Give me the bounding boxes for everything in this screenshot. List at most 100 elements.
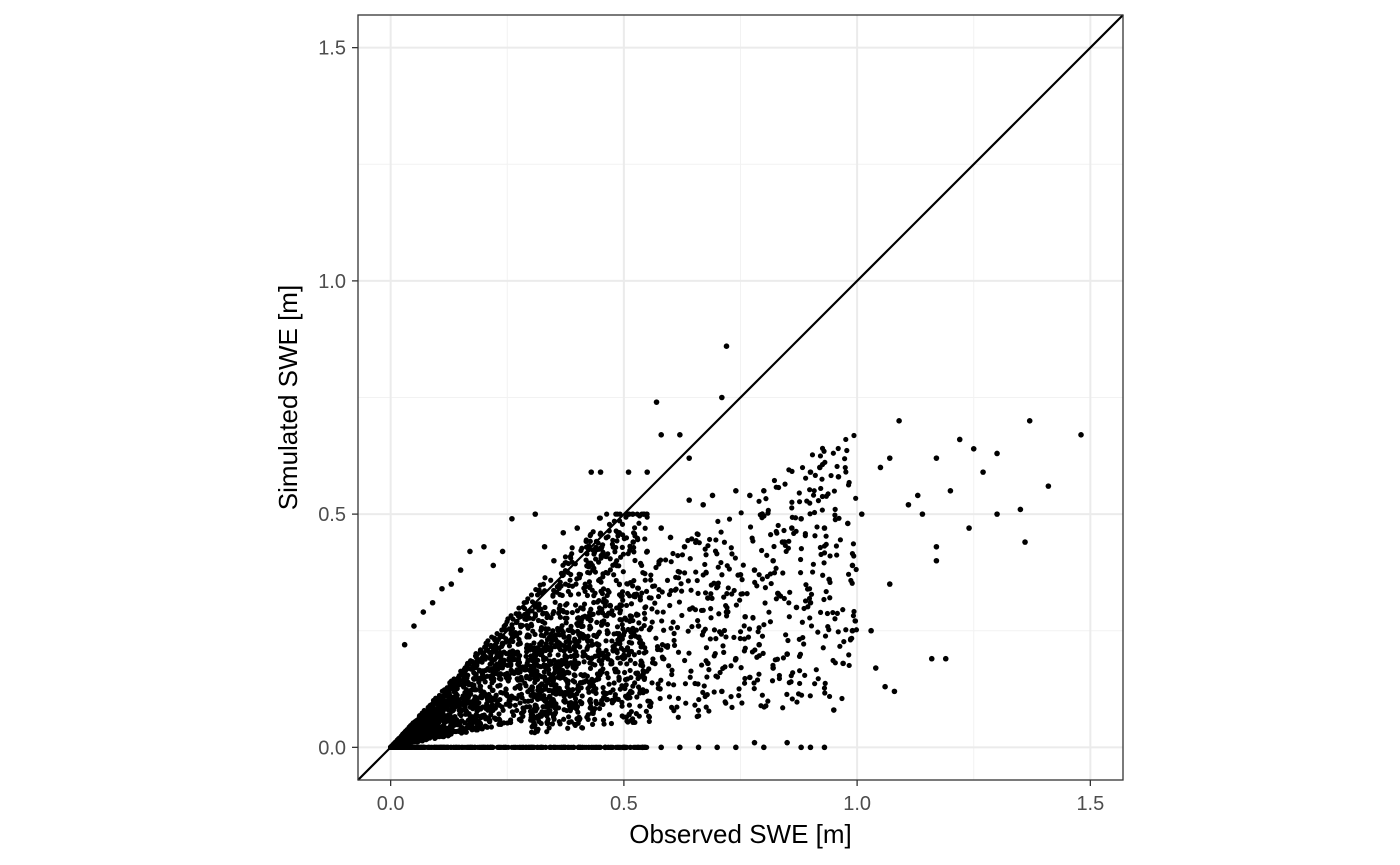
axis-ticks: 0.0 0.5 1.0 1.5 0.0 0.5 1.0 1.5 bbox=[318, 38, 1104, 815]
data-point bbox=[771, 543, 777, 550]
data-point bbox=[496, 645, 502, 651]
data-point bbox=[676, 599, 683, 605]
data-point bbox=[654, 644, 661, 650]
data-point bbox=[616, 529, 623, 536]
data-point bbox=[705, 660, 711, 667]
data-point bbox=[627, 657, 634, 663]
data-point bbox=[822, 633, 829, 639]
data-point bbox=[808, 591, 815, 597]
reference-line-group bbox=[357, 14, 1124, 781]
data-point bbox=[831, 488, 837, 494]
data-point bbox=[453, 696, 459, 702]
data-point bbox=[810, 569, 816, 575]
data-point bbox=[706, 708, 712, 714]
data-point bbox=[714, 744, 720, 751]
data-point bbox=[675, 714, 681, 720]
data-point bbox=[846, 662, 852, 669]
data-point bbox=[688, 668, 694, 674]
data-point bbox=[571, 679, 578, 685]
data-point bbox=[688, 587, 694, 593]
data-point bbox=[528, 744, 534, 750]
data-point bbox=[970, 446, 977, 452]
data-point bbox=[544, 614, 550, 621]
data-point bbox=[815, 498, 822, 504]
data-point bbox=[751, 685, 757, 692]
data-point bbox=[818, 485, 824, 492]
data-point bbox=[737, 635, 743, 642]
data-point bbox=[785, 637, 791, 644]
data-point bbox=[517, 700, 523, 706]
data-point bbox=[480, 668, 486, 674]
data-point bbox=[682, 681, 689, 687]
data-point bbox=[436, 720, 442, 726]
data-point bbox=[492, 667, 498, 673]
data-point bbox=[630, 617, 636, 624]
data-point bbox=[562, 554, 569, 560]
data-point bbox=[814, 524, 820, 530]
data-point bbox=[673, 586, 679, 592]
data-point bbox=[853, 495, 859, 501]
data-point bbox=[542, 575, 548, 581]
data-point bbox=[723, 634, 729, 640]
data-point bbox=[507, 639, 513, 645]
data-point bbox=[751, 567, 758, 573]
data-point bbox=[788, 679, 794, 685]
data-point bbox=[435, 744, 441, 750]
data-point bbox=[571, 652, 578, 658]
data-point bbox=[604, 621, 611, 628]
data-point bbox=[803, 582, 809, 588]
data-point bbox=[737, 629, 744, 635]
data-point bbox=[543, 610, 549, 617]
data-point bbox=[604, 511, 610, 517]
data-point bbox=[547, 652, 553, 658]
data-point bbox=[628, 674, 634, 681]
data-point bbox=[640, 668, 646, 674]
data-point bbox=[419, 738, 426, 744]
data-point bbox=[591, 565, 597, 571]
data-point bbox=[457, 722, 463, 729]
data-point bbox=[718, 559, 724, 566]
data-point bbox=[741, 680, 748, 686]
data-point bbox=[614, 511, 621, 517]
data-point bbox=[817, 453, 824, 459]
data-point bbox=[425, 731, 431, 737]
data-point bbox=[568, 555, 574, 561]
data-point bbox=[705, 595, 711, 601]
data-point bbox=[731, 634, 737, 640]
data-point bbox=[994, 450, 1000, 457]
data-point bbox=[689, 536, 695, 542]
data-point bbox=[600, 685, 606, 691]
data-point bbox=[611, 698, 617, 704]
data-point bbox=[528, 692, 534, 698]
data-point bbox=[803, 475, 809, 481]
data-point bbox=[609, 608, 615, 614]
data-point bbox=[588, 531, 594, 538]
data-point bbox=[619, 544, 625, 550]
data-point bbox=[605, 534, 611, 540]
data-point bbox=[837, 643, 843, 649]
data-point bbox=[409, 739, 415, 745]
data-point bbox=[610, 687, 616, 693]
data-point bbox=[458, 744, 464, 750]
data-point bbox=[558, 583, 564, 589]
data-point bbox=[588, 656, 594, 662]
data-point bbox=[532, 604, 538, 610]
data-point bbox=[663, 557, 669, 563]
data-point bbox=[766, 609, 772, 615]
data-point bbox=[575, 615, 582, 621]
data-point bbox=[659, 618, 665, 624]
data-point bbox=[809, 452, 816, 458]
data-point bbox=[848, 577, 854, 584]
data-point bbox=[782, 481, 788, 487]
data-point bbox=[708, 591, 714, 597]
data-point bbox=[701, 683, 707, 689]
data-point bbox=[443, 698, 449, 704]
data-point bbox=[714, 581, 720, 587]
data-point bbox=[546, 693, 553, 700]
data-point bbox=[576, 744, 582, 750]
data-point bbox=[648, 577, 654, 583]
data-point bbox=[488, 724, 494, 730]
data-point bbox=[833, 543, 840, 549]
data-point bbox=[578, 671, 584, 678]
data-point bbox=[839, 695, 845, 702]
